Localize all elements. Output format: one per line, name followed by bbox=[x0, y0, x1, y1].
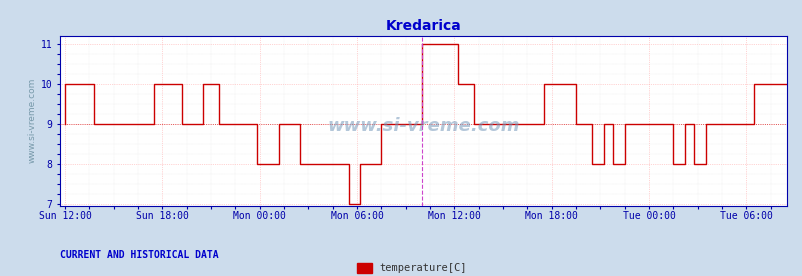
Text: www.si-vreme.com: www.si-vreme.com bbox=[327, 117, 519, 135]
Title: Kredarica: Kredarica bbox=[385, 19, 461, 33]
Text: temperature[C]: temperature[C] bbox=[379, 263, 466, 273]
Text: CURRENT AND HISTORICAL DATA: CURRENT AND HISTORICAL DATA bbox=[60, 250, 219, 260]
Y-axis label: www.si-vreme.com: www.si-vreme.com bbox=[27, 78, 37, 163]
